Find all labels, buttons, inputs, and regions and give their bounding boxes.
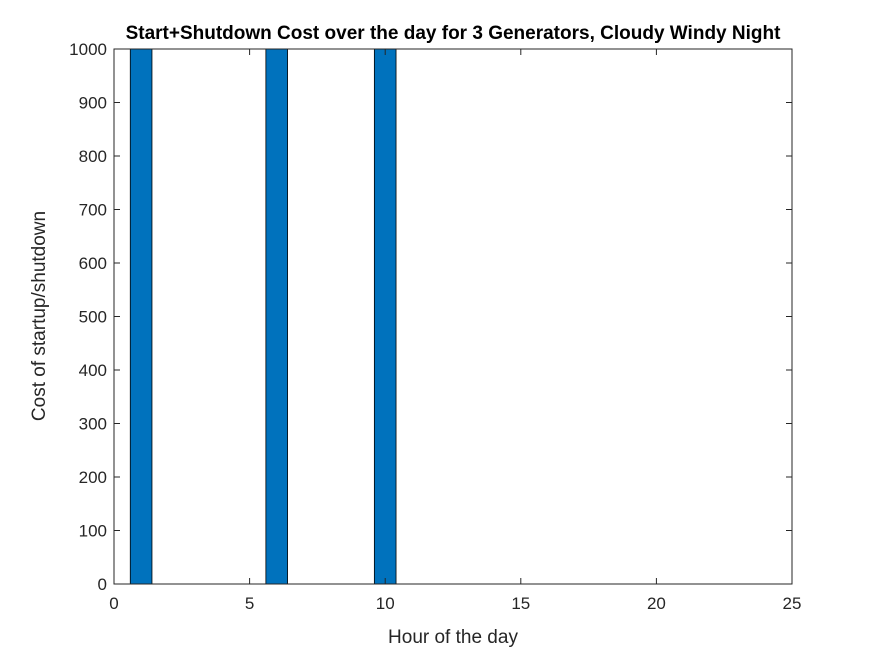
y-tick-label: 400 <box>79 361 107 380</box>
x-tick-label: 5 <box>245 594 254 613</box>
y-tick-label: 800 <box>79 147 107 166</box>
x-axis-ticks: 0 5 10 15 20 25 <box>109 49 801 613</box>
chart-title: Start+Shutdown Cost over the day for 3 G… <box>126 23 782 44</box>
y-tick-label: 900 <box>79 94 107 113</box>
x-tick-label: 20 <box>647 594 666 613</box>
plot-area-border <box>113 48 793 585</box>
bars-group <box>129 48 397 585</box>
y-tick-label: 1000 <box>69 40 107 59</box>
bar-hour-1 <box>129 48 153 585</box>
x-tick-label: 25 <box>783 594 802 613</box>
y-tick-label: 700 <box>79 201 107 220</box>
y-tick-label: 100 <box>79 522 107 541</box>
y-tick-label: 600 <box>79 254 107 273</box>
y-axis-label: Cost of startup/shutdown <box>29 211 50 421</box>
x-tick-label: 10 <box>376 594 395 613</box>
y-tick-label: 200 <box>79 468 107 487</box>
bar-hour-6 <box>265 48 288 585</box>
y-tick-label: 0 <box>98 575 107 594</box>
bar-hour-10 <box>373 48 397 585</box>
x-tick-label: 0 <box>109 594 118 613</box>
y-tick-label: 300 <box>79 415 107 434</box>
y-tick-label: 500 <box>79 308 107 327</box>
x-tick-label: 15 <box>511 594 530 613</box>
y-axis-ticks: 0 100 200 300 400 500 600 700 800 900 1000 <box>69 40 792 594</box>
x-axis-label: Hour of the day <box>388 627 518 648</box>
